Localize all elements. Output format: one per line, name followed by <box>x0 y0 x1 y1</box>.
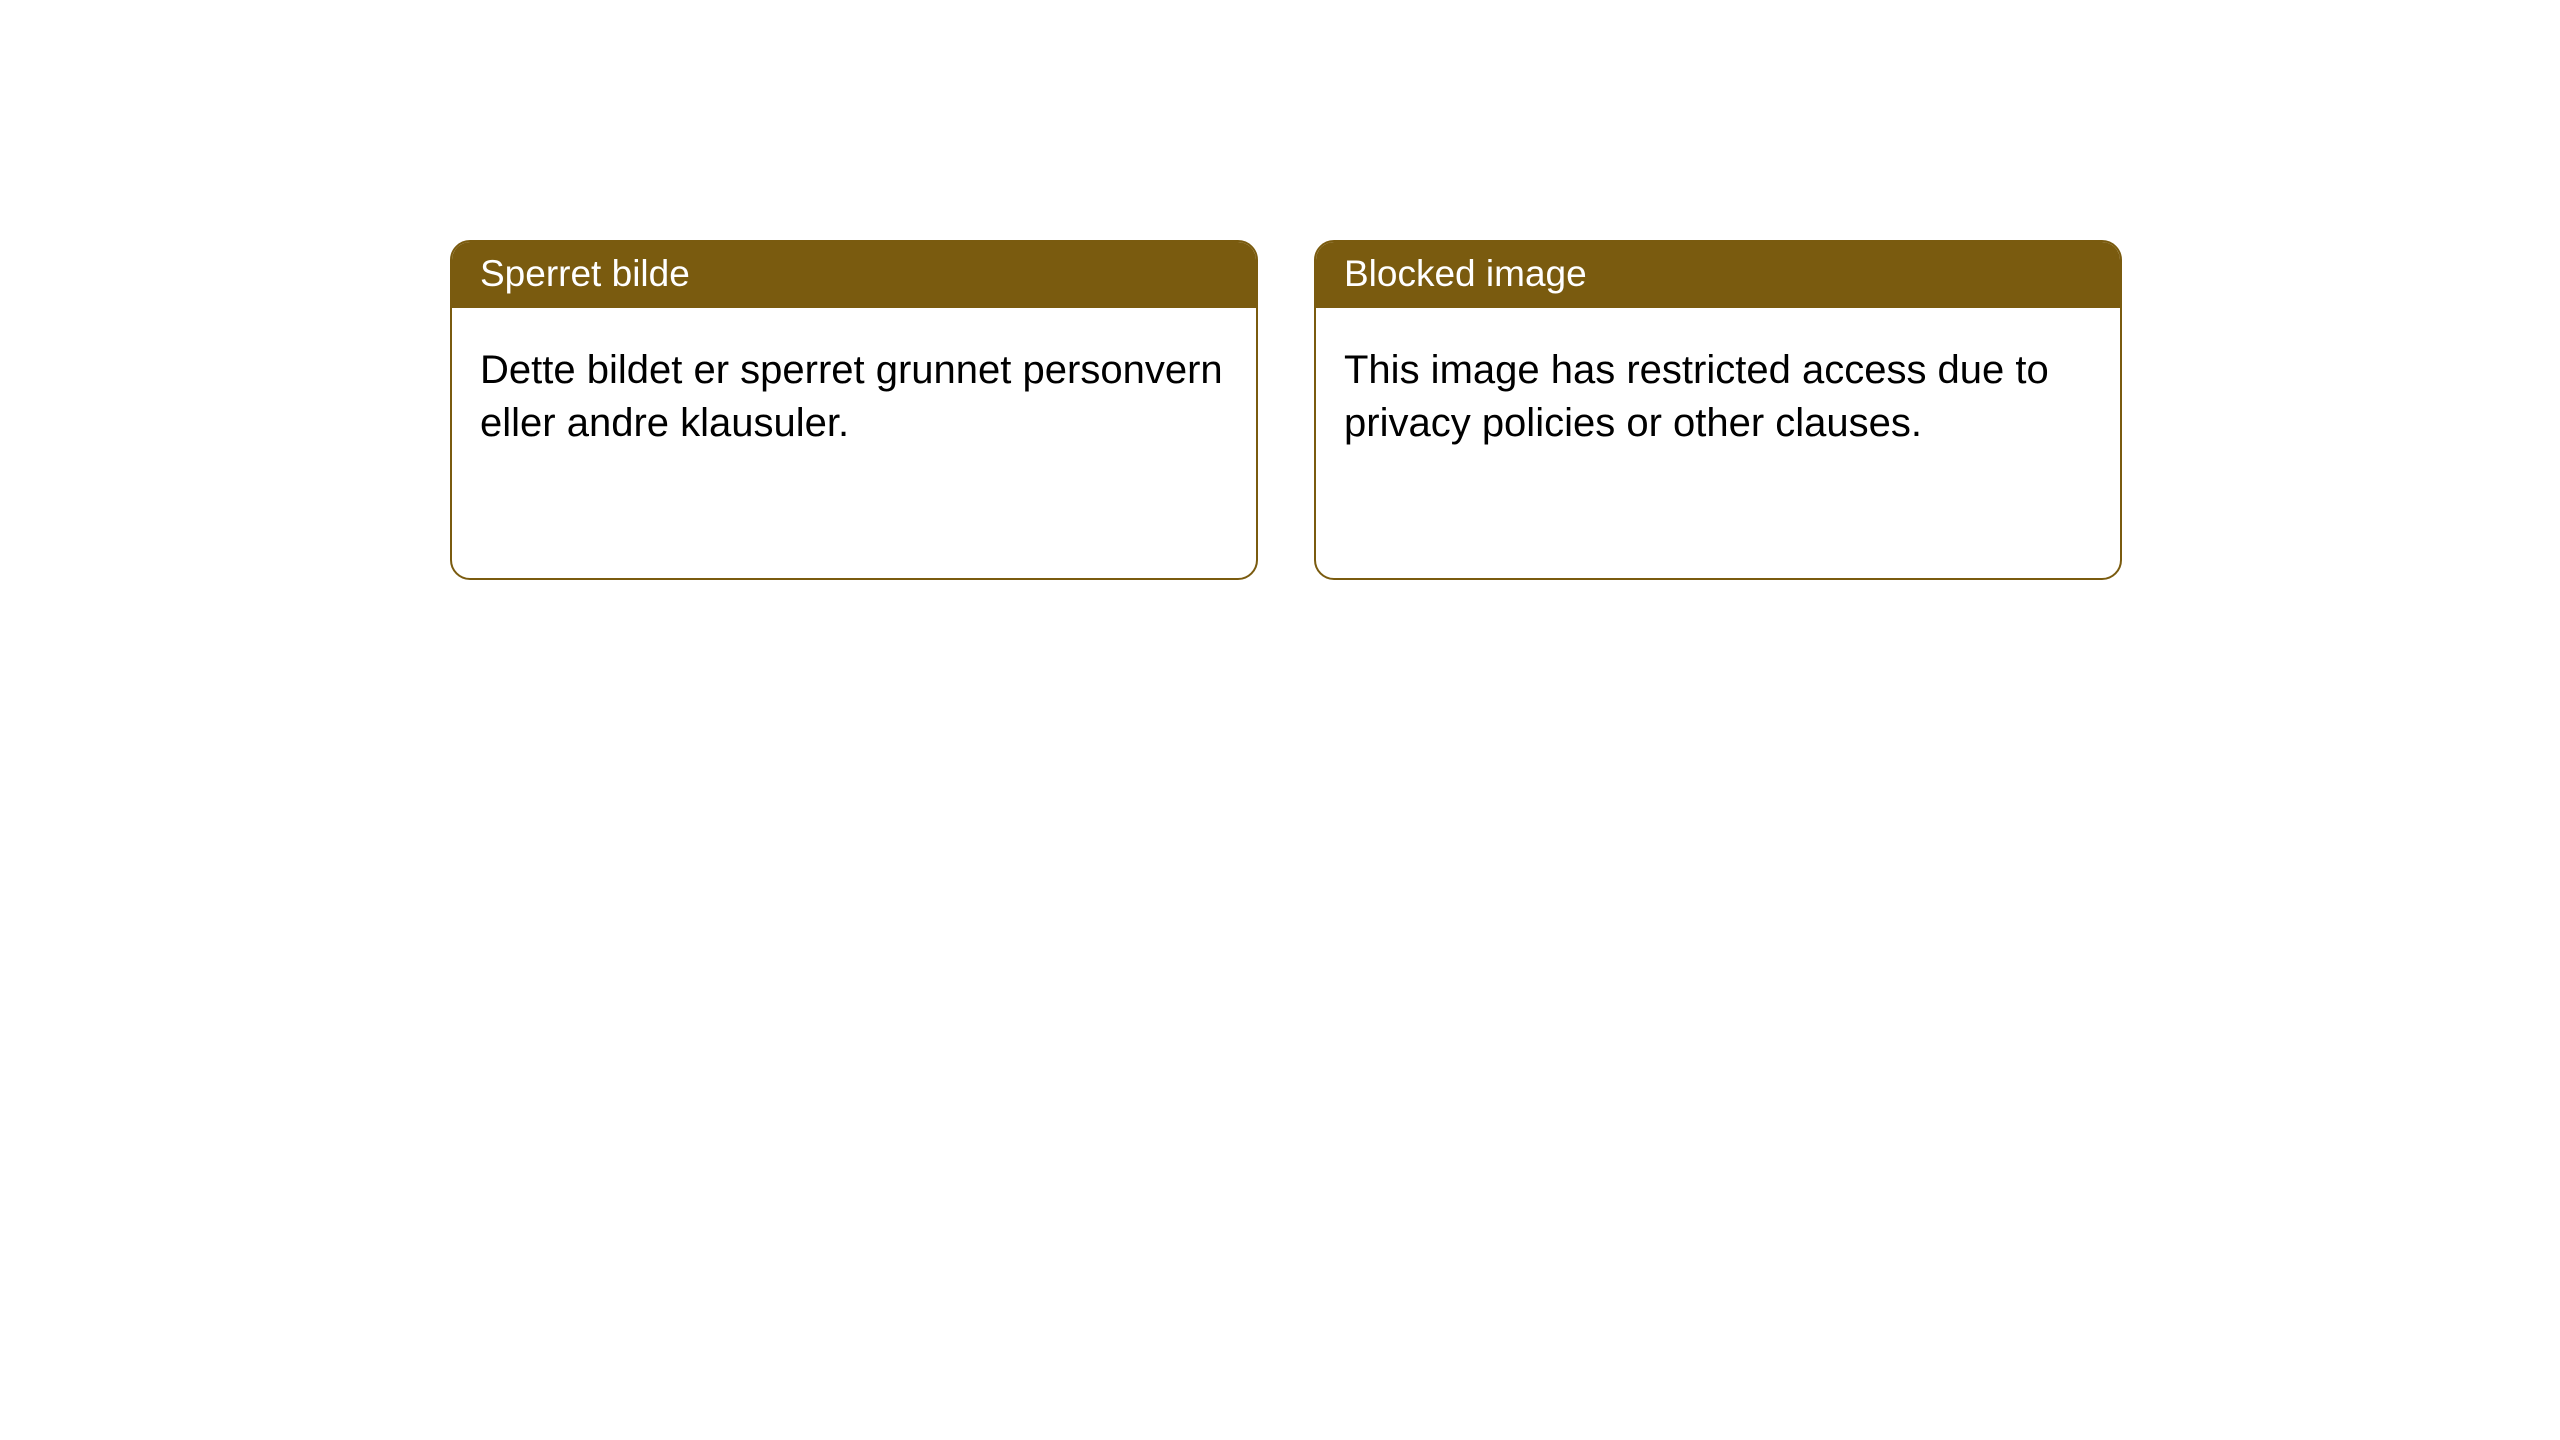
notice-card-title: Blocked image <box>1316 242 2120 308</box>
notice-card-body: Dette bildet er sperret grunnet personve… <box>452 308 1256 578</box>
notice-cards-container: Sperret bilde Dette bildet er sperret gr… <box>450 240 2122 580</box>
notice-card-english: Blocked image This image has restricted … <box>1314 240 2122 580</box>
notice-card-body: This image has restricted access due to … <box>1316 308 2120 578</box>
notice-card-norwegian: Sperret bilde Dette bildet er sperret gr… <box>450 240 1258 580</box>
notice-card-title: Sperret bilde <box>452 242 1256 308</box>
